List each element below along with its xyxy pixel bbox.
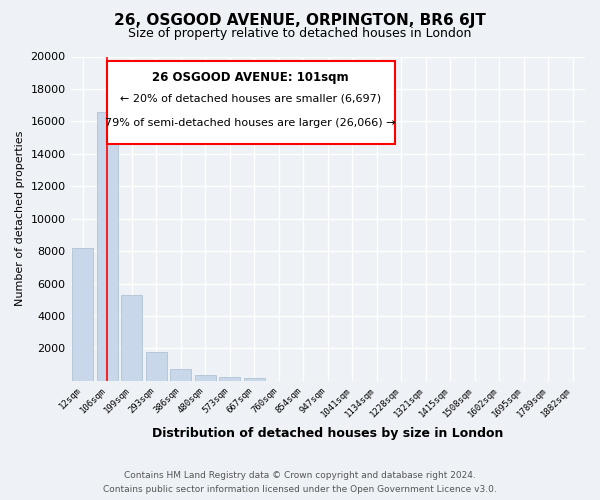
Text: ← 20% of detached houses are smaller (6,697): ← 20% of detached houses are smaller (6,… [120, 94, 381, 104]
Text: 79% of semi-detached houses are larger (26,066) →: 79% of semi-detached houses are larger (… [106, 118, 396, 128]
Bar [244, 378, 265, 381]
Bar [170, 368, 191, 381]
Text: Contains public sector information licensed under the Open Government Licence v3: Contains public sector information licen… [103, 485, 497, 494]
FancyBboxPatch shape [107, 62, 395, 144]
Text: 26, OSGOOD AVENUE, ORPINGTON, BR6 6JT: 26, OSGOOD AVENUE, ORPINGTON, BR6 6JT [114, 12, 486, 28]
Text: Contains HM Land Registry data © Crown copyright and database right 2024.: Contains HM Land Registry data © Crown c… [124, 471, 476, 480]
Text: 26 OSGOOD AVENUE: 101sqm: 26 OSGOOD AVENUE: 101sqm [152, 71, 349, 84]
Bar [97, 112, 118, 381]
Y-axis label: Number of detached properties: Number of detached properties [15, 131, 25, 306]
Bar [146, 352, 167, 381]
Bar [220, 377, 240, 381]
Bar [121, 295, 142, 381]
Text: Size of property relative to detached houses in London: Size of property relative to detached ho… [128, 28, 472, 40]
X-axis label: Distribution of detached houses by size in London: Distribution of detached houses by size … [152, 427, 503, 440]
Bar [195, 375, 215, 381]
Bar [73, 248, 93, 381]
